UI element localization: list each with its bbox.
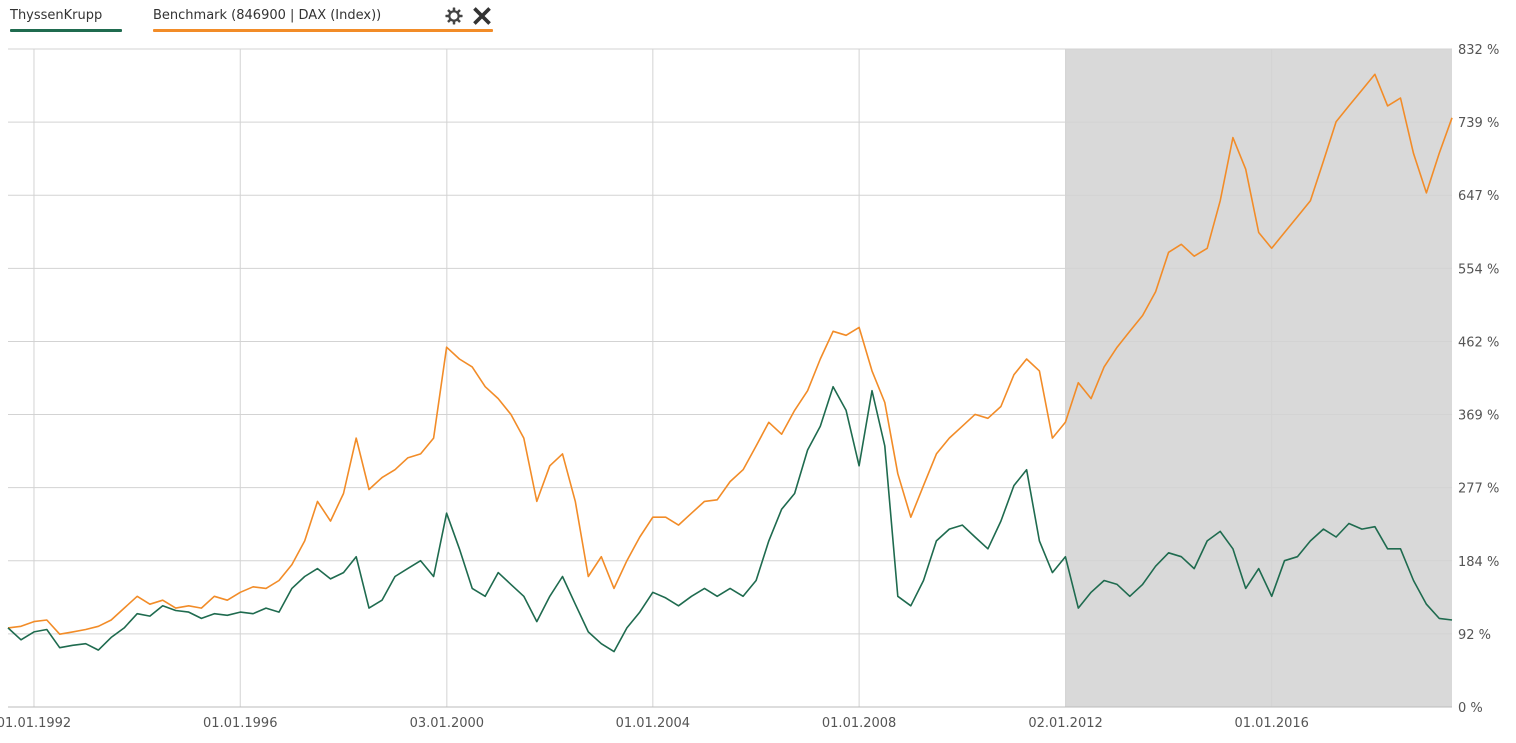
- x-tick-label: 01.01.2008: [822, 716, 896, 731]
- series-line-thyssenkrupp: [7, 385, 1453, 653]
- x-axis-labels: 01.01.1992 01.01.1996 03.01.2000 01.01.2004…: [0, 716, 1309, 731]
- close-icon[interactable]: [473, 7, 491, 25]
- shaded-period: [1065, 49, 1452, 707]
- y-tick-label: 92 %: [1458, 628, 1491, 643]
- y-tick-label: 832 %: [1458, 43, 1499, 58]
- legend-swatch-thyssenkrupp: [10, 29, 122, 32]
- y-tick-label: 0 %: [1458, 701, 1483, 716]
- y-tick-label: 647 %: [1458, 189, 1499, 204]
- y-axis-labels: 0 % 92 % 184 % 277 % 369 % 462 % 554 % 647 % 739…: [1458, 43, 1499, 716]
- legend-label-benchmark: Benchmark (846900 | DAX (Index)): [153, 8, 382, 23]
- y-tick-label: 369 %: [1458, 409, 1499, 424]
- horizontal-gridlines: [8, 48, 1452, 708]
- vertical-gridlines: [33, 49, 1273, 707]
- x-tick-label: 02.01.2012: [1028, 716, 1102, 731]
- gear-icon[interactable]: [445, 7, 463, 25]
- series-line-benchmark: [7, 73, 1453, 635]
- y-tick-label: 277 %: [1458, 482, 1499, 497]
- series-layer: [7, 73, 1453, 653]
- x-tick-label: 03.01.2000: [410, 716, 484, 731]
- x-tick-label: 01.01.1992: [0, 716, 71, 731]
- x-tick-label: 01.01.2004: [616, 716, 690, 731]
- y-tick-label: 184 %: [1458, 555, 1499, 570]
- legend-label-thyssenkrupp: ThyssenKrupp: [10, 8, 103, 23]
- y-tick-label: 462 %: [1458, 335, 1499, 350]
- x-tick-label: 01.01.2016: [1234, 716, 1308, 731]
- y-tick-label: 554 %: [1458, 262, 1499, 277]
- legend-item-benchmark[interactable]: Benchmark (846900 | DAX (Index)): [153, 5, 493, 32]
- legend-item-thyssenkrupp[interactable]: ThyssenKrupp: [10, 5, 122, 32]
- legend-swatch-benchmark: [153, 29, 493, 32]
- x-tick-label: 01.01.1996: [203, 716, 277, 731]
- y-tick-label: 739 %: [1458, 116, 1499, 131]
